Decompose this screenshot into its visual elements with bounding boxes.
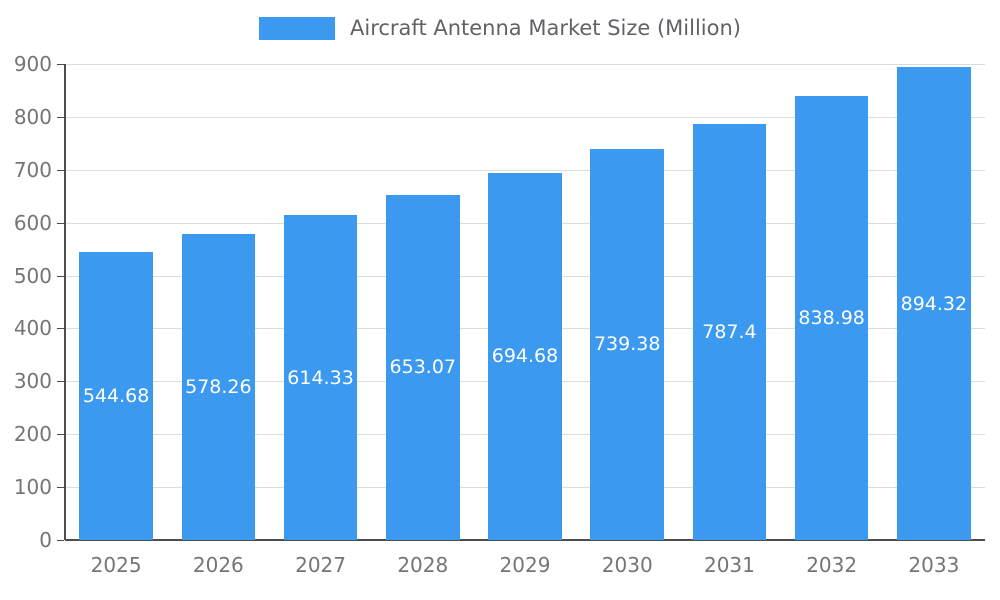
y-tick-label-700: 700	[13, 157, 52, 182]
y-axis-tick-400	[57, 328, 64, 330]
y-tick-label-600: 600	[13, 210, 52, 235]
bar-2026	[181, 234, 256, 540]
bar-2029	[488, 172, 562, 540]
x-tick-label-2033: 2033	[908, 553, 960, 577]
y-tick-label-500: 500	[13, 263, 52, 288]
y-axis-tick-200	[57, 434, 64, 436]
bar-value-label-2030: 739.38	[593, 333, 661, 356]
bar-2028	[385, 194, 460, 540]
y-tick-label-200: 200	[13, 422, 52, 447]
y-tick-label-800: 800	[13, 104, 52, 129]
x-tick-label-2026: 2026	[192, 553, 244, 577]
bar-value-label-2029: 694.68	[491, 345, 559, 368]
y-tick-label-300: 300	[13, 369, 52, 394]
bar-value-label-2031: 787.4	[702, 320, 757, 343]
x-tick-label-2030: 2030	[601, 553, 653, 577]
y-tick-label-900: 900	[13, 52, 52, 76]
bar-2033	[897, 67, 971, 540]
y-tick-label-400: 400	[13, 316, 52, 341]
y-tick-label-0: 0	[39, 528, 52, 552]
bar-value-label-2026: 578.26	[185, 376, 252, 399]
gridline-900	[65, 64, 985, 65]
bar-2031	[692, 123, 767, 540]
x-tick-label-2025: 2025	[90, 553, 142, 577]
bar-value-label-2032: 838.98	[798, 307, 865, 330]
bar-value-label-2027: 614.33	[287, 366, 354, 389]
bar-value-label-2033: 894.32	[900, 292, 968, 315]
x-tick-label-2032: 2032	[806, 553, 858, 577]
y-axis-tick-600	[57, 222, 64, 224]
bar-2027	[283, 215, 358, 540]
gridline-700	[65, 169, 985, 171]
y-axis-tick-500	[57, 275, 64, 277]
x-tick-label-2029: 2029	[499, 553, 551, 577]
x-tick-label-2031: 2031	[703, 553, 755, 577]
x-tick-label-2027: 2027	[295, 553, 346, 577]
y-axis-tick-900	[57, 64, 64, 65]
bar-value-label-2025: 544.68	[82, 384, 150, 407]
y-axis-tick-700	[57, 169, 64, 171]
chart-legend[interactable]: Aircraft Antenna Market Size (Million)	[0, 16, 1000, 40]
y-tick-label-100: 100	[13, 475, 52, 500]
chart-title: Aircraft Antenna Market Size (Million)	[350, 16, 741, 40]
y-axis-tick-0	[57, 540, 64, 541]
bar-2032	[794, 96, 869, 540]
y-axis-line	[64, 64, 66, 540]
gridline-0	[65, 539, 985, 541]
y-axis-tick-800	[57, 116, 64, 118]
legend-swatch	[259, 16, 335, 40]
bar-2025	[79, 251, 153, 540]
bar-2030	[590, 148, 665, 540]
y-axis-tick-100	[57, 487, 64, 489]
plot-area: 0 100 200 300 400 500 600 700 800 900 544.68 2025 57…	[14, 52, 985, 577]
bar-value-label-2028: 653.07	[389, 356, 456, 379]
x-tick-label-2028: 2028	[397, 553, 449, 577]
y-axis-tick-300	[57, 381, 64, 383]
gridline-800	[65, 116, 985, 118]
